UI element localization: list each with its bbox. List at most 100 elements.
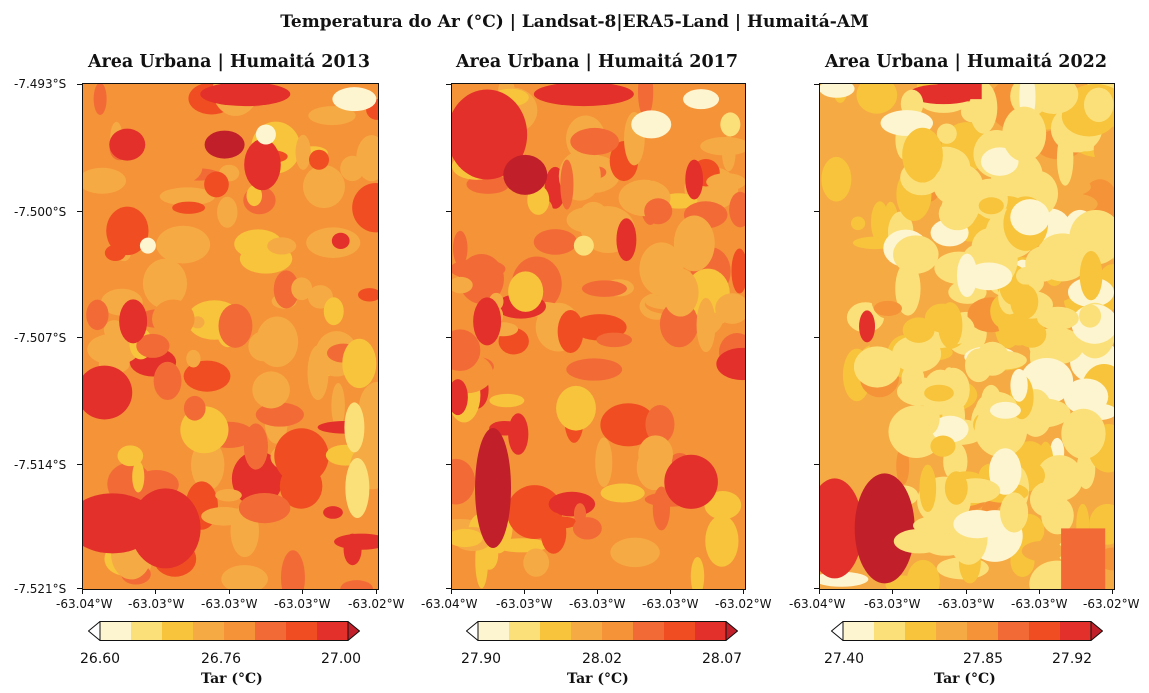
temperature-contour [859,310,876,343]
temperature-contour [503,154,548,195]
temperature-contour [273,270,299,309]
temperature-contour [581,280,627,297]
colorbar-segment [967,621,999,641]
temperature-contour [870,201,889,243]
x-tick-label: -63.02°W [715,597,772,611]
x-tick-label: -63.03°W [642,597,699,611]
temperature-contour [699,312,728,326]
temperature-contour [295,134,311,170]
colorbar-under-extension [88,621,101,641]
temperature-contour [291,277,313,301]
temperature-contour [302,165,345,209]
temperature-contour [573,235,594,256]
figure-title: Temperatura do Ar (°C) | Landsat-8|ERA5-… [280,12,869,32]
temperature-contour [600,483,645,503]
temperature-contour [726,84,745,102]
y-tick-label: -7.514°S [14,458,67,472]
temperature-contour [87,333,140,366]
temperature-contour [332,87,377,112]
colorbar-2022 [831,621,1103,641]
colorbar-segment [571,621,603,641]
colorbar-segment [905,621,937,641]
temperature-contour [895,261,921,316]
temperature-contour [1029,84,1079,115]
y-tick [446,84,451,85]
temperature-contour [924,303,960,333]
colorbar-over-extension [347,621,360,641]
temperature-contour [906,559,940,589]
temperature-contour [1049,193,1098,215]
temperature-contour [978,197,1004,215]
y-tick [814,588,819,589]
temperature-contour [172,201,206,214]
colorbar-segment [193,621,225,641]
x-tick [670,589,671,594]
x-tick [451,589,452,594]
colorbar-segment [1029,621,1061,641]
temperature-contour [652,486,671,531]
temperature-contour [255,402,304,427]
temperature-field-2013 [83,84,378,589]
temperature-contour [924,384,954,402]
temperature-field-2022 [820,84,1114,589]
temperature-contour [988,448,1022,495]
temperature-contour [610,537,660,568]
temperature-contour [217,196,238,228]
x-tick [1039,589,1040,594]
temperature-contour [244,139,281,191]
x-tick [229,589,230,594]
temperature-contour [243,423,268,470]
colorbar-title: Tar (°C) [567,671,629,687]
colorbar-under-extension [831,621,844,641]
temperature-contour [1017,320,1047,348]
colorbar-outline [842,621,1092,641]
temperature-contour [231,450,283,507]
x-tick [1112,589,1113,594]
y-tick [77,588,82,589]
temperature-contour [1037,306,1079,330]
temperature-contour [93,84,107,115]
colorbar-segment [286,621,318,641]
temperature-contour [683,89,720,110]
colorbar-segment [162,621,194,641]
x-tick [743,589,744,594]
temperature-contour [274,428,329,484]
temperature-contour [309,149,329,170]
temperature-contour [86,299,109,331]
temperature-contour [452,379,468,416]
temperature-contour [1010,284,1039,320]
temperature-contour [572,517,602,540]
y-tick [77,464,82,465]
temperature-contour [936,123,957,144]
temperature-contour [155,151,203,185]
temperature-contour [130,488,201,569]
temperature-contour [821,156,852,202]
temperature-contour [941,194,977,216]
x-tick-label: -63.03°W [496,597,553,611]
temperature-contour [989,401,1021,419]
temperature-contour [83,365,133,420]
temperature-contour [854,473,915,584]
x-tick-label: -63.03°W [274,597,331,611]
colorbar-2017 [466,621,738,641]
temperature-contour [1079,304,1102,328]
temperature-contour [560,159,574,210]
temperature-contour [1063,378,1109,415]
temperature-contour [356,135,378,182]
temperature-contour [731,248,745,294]
colorbar-tick-label: 28.07 [702,651,743,667]
temperature-contour [267,237,297,255]
temperature-contour [255,124,276,145]
colorbar-tick-label: 26.60 [80,651,121,667]
temperature-contour [937,84,982,100]
temperature-contour [1083,87,1114,123]
temperature-contour [930,435,956,457]
temperature-contour [919,464,937,513]
panel-title-2013: Area Urbana | Humaitá 2013 [87,52,371,72]
x-tick-label: -63.04°W [421,597,478,611]
temperature-contour [729,191,745,228]
temperature-contour [152,299,195,339]
temperature-contour [1079,250,1103,301]
y-tick [814,84,819,85]
x-tick-label: -63.03°W [864,597,921,611]
